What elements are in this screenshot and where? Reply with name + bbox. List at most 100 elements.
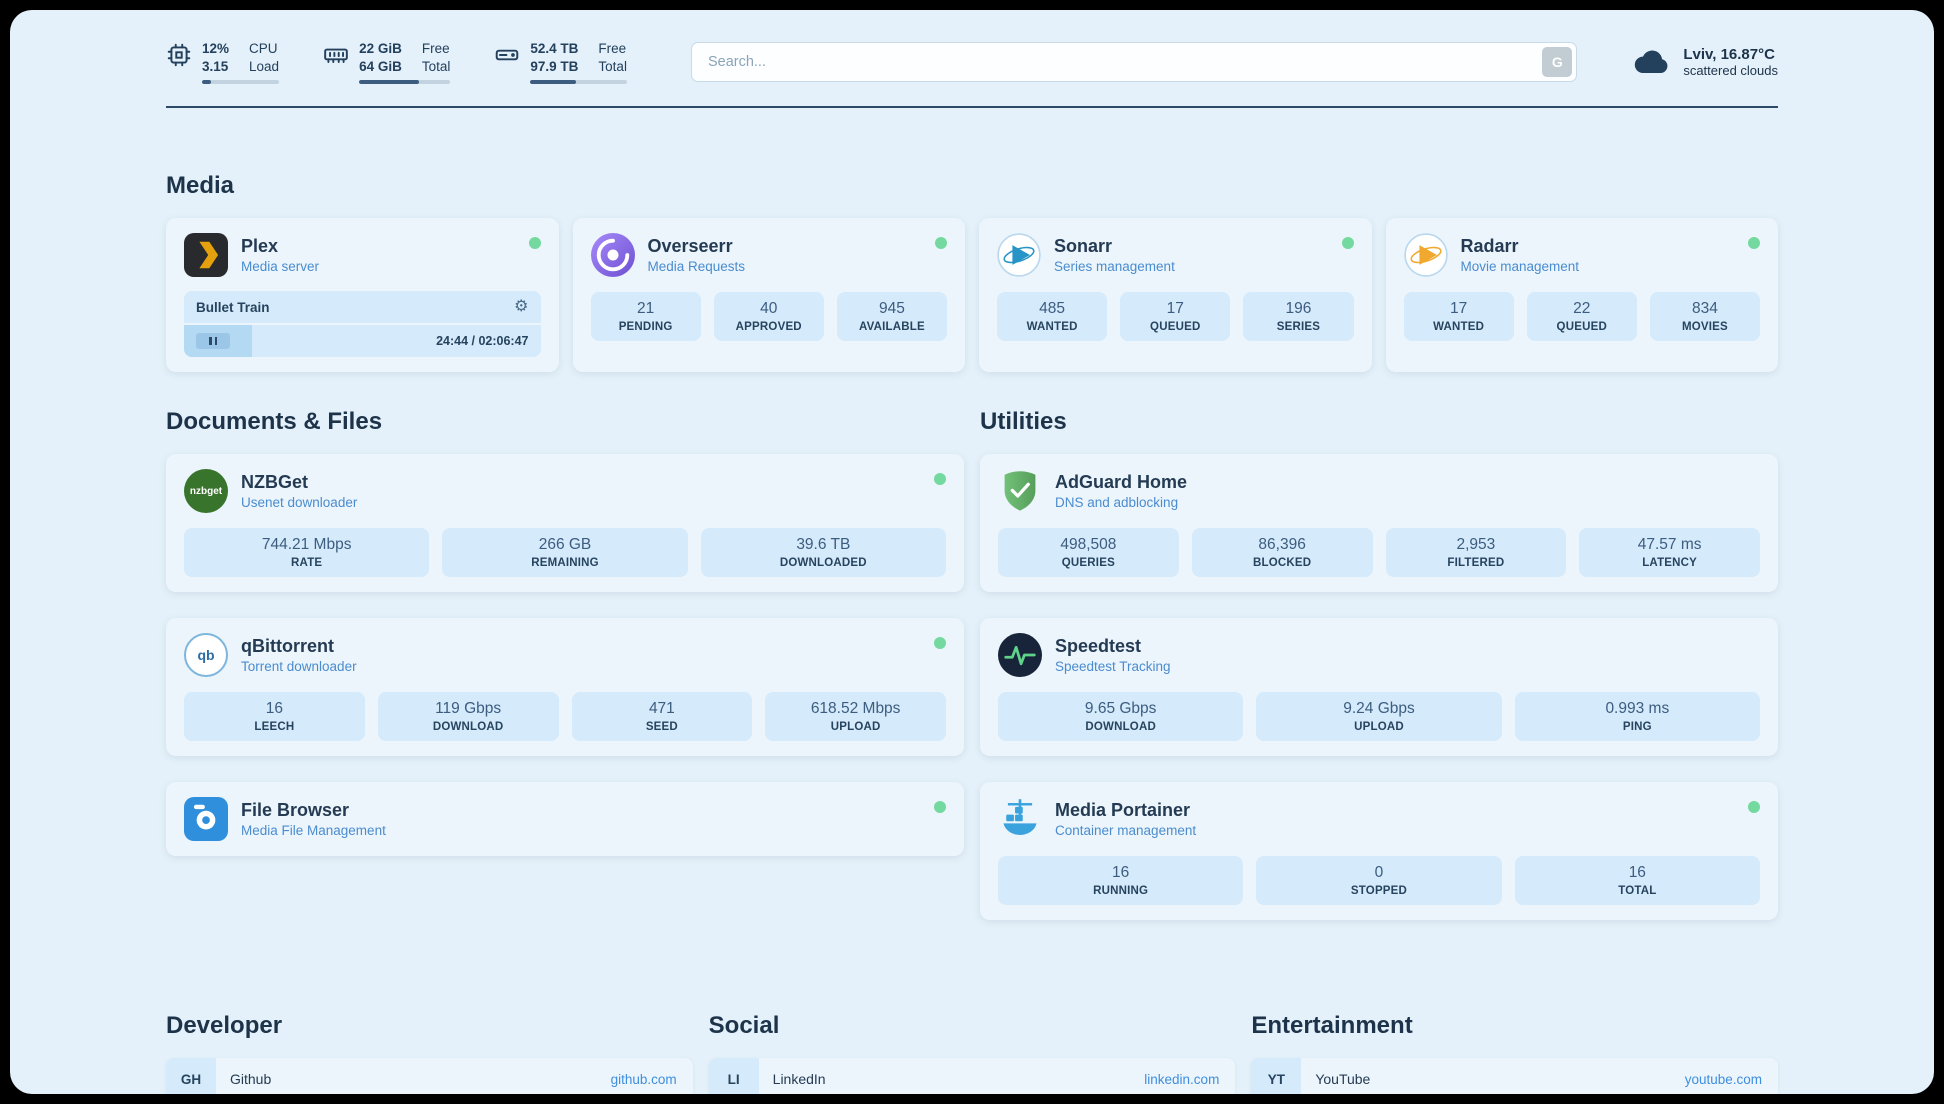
- status-online-dot: [1748, 237, 1760, 250]
- search-engine-button[interactable]: G: [1542, 47, 1573, 78]
- stat-label: REMAINING: [531, 557, 599, 570]
- radarr-icon: [1403, 233, 1448, 277]
- ram-free: 22 GiB: [359, 41, 402, 56]
- stat-label: DOWNLOAD: [1085, 721, 1156, 734]
- card-qbittorrent[interactable]: qb qBittorrent Torrent downloader 16 LEE…: [166, 618, 964, 757]
- bookmark-linkedin[interactable]: LI LinkedIn linkedin.com: [708, 1058, 1236, 1094]
- cpu-label-1: CPU: [249, 41, 278, 56]
- stat-label: PENDING: [618, 321, 673, 334]
- cpu-usage: 12%: [202, 41, 230, 56]
- bookmark-abbr: GH: [166, 1058, 216, 1094]
- stat-label: BLOCKED: [1252, 557, 1312, 570]
- card-portainer[interactable]: Media Portainer Container management 16 …: [980, 782, 1778, 921]
- entertainment-column: Entertainment YT YouTube youtube.com NF …: [1251, 1012, 1778, 1094]
- stat-label: PING: [1622, 721, 1652, 734]
- stat-box: 9.65 Gbps DOWNLOAD: [998, 692, 1244, 742]
- gear-icon[interactable]: ⚙: [514, 298, 529, 316]
- stat-box: 9.24 Gbps UPLOAD: [1256, 692, 1502, 742]
- now-playing-title: Bullet Train: [196, 299, 270, 315]
- stat-value: 2,953: [1456, 536, 1496, 554]
- header-divider: [166, 106, 1778, 109]
- stat-value: 196: [1285, 300, 1312, 318]
- service-subtitle: Speedtest Tracking: [1055, 659, 1171, 675]
- card-nzbget[interactable]: nzbget NZBGet Usenet downloader 744.21 M…: [166, 454, 964, 593]
- stat-box: 17 WANTED: [1403, 292, 1514, 342]
- stat-label: STOPPED: [1350, 885, 1408, 898]
- stat-value: 744.21 Mbps: [261, 536, 352, 554]
- service-title: AdGuard Home: [1055, 472, 1188, 493]
- service-subtitle: Media File Management: [241, 823, 386, 839]
- stat-value: 47.57 ms: [1637, 536, 1702, 554]
- stat-label: AVAILABLE: [858, 321, 925, 334]
- stat-value: 86,396: [1258, 536, 1306, 554]
- nzbget-icon: nzbget: [184, 469, 228, 514]
- service-title: Plex: [241, 236, 279, 257]
- bookmark-github[interactable]: GH Github github.com: [166, 1058, 693, 1094]
- card-filebrowser[interactable]: File Browser Media File Management: [166, 782, 964, 857]
- stat-label: WANTED: [1433, 321, 1485, 334]
- weather-condition: scattered clouds: [1683, 63, 1778, 79]
- status-online-dot: [935, 237, 947, 250]
- bookmark-abbr: YT: [1251, 1058, 1302, 1094]
- status-online-dot: [934, 801, 946, 814]
- stat-value: 40: [760, 300, 778, 318]
- card-speedtest[interactable]: Speedtest Speedtest Tracking 9.65 Gbps D…: [980, 618, 1778, 757]
- disk-label-2: Total: [598, 58, 627, 74]
- dashboard: 12% 3.15 CPU Load: [10, 10, 1934, 1094]
- stat-box: 471 SEED: [571, 692, 753, 742]
- stat-value: 618.52 Mbps: [810, 700, 901, 718]
- stat-value: 39.6 TB: [796, 536, 851, 554]
- search-bar: G: [690, 42, 1578, 83]
- stat-box: 945 AVAILABLE: [836, 292, 948, 342]
- stat-box: 744.21 Mbps RATE: [184, 528, 430, 578]
- card-sonarr[interactable]: Sonarr Series management 485 WANTED 17 Q…: [979, 218, 1372, 373]
- section-title-entertainment: Entertainment: [1251, 1012, 1413, 1040]
- service-subtitle: Container management: [1055, 823, 1197, 839]
- stat-value: 834: [1691, 300, 1718, 318]
- stat-value: 17: [1166, 300, 1184, 318]
- top-bar: 12% 3.15 CPU Load: [166, 40, 1778, 85]
- playback-time: 24:44 / 02:06:47: [436, 334, 529, 349]
- cpu-icon: [166, 42, 192, 68]
- card-plex[interactable]: Plex Media server Bullet Train ⚙ 24:44 /…: [166, 218, 559, 373]
- weather-widget: Lviv, 16.87°C scattered clouds: [1633, 46, 1778, 78]
- stat-box: 40 APPROVED: [713, 292, 824, 342]
- bookmark-name: Github: [230, 1071, 272, 1088]
- status-online-dot: [1341, 237, 1354, 250]
- search-input[interactable]: [690, 42, 1578, 83]
- ram-progress: [359, 80, 451, 85]
- stat-box: 21 PENDING: [590, 292, 701, 342]
- stat-label: UPLOAD: [830, 721, 881, 734]
- stat-label: DOWNLOAD: [432, 721, 504, 734]
- service-subtitle: Media server: [241, 259, 320, 275]
- service-title: Media Portainer: [1055, 800, 1191, 821]
- playback-progress: 24:44 / 02:06:47: [184, 325, 541, 358]
- stat-value: 0.993 ms: [1605, 700, 1670, 718]
- stat-value: 471: [648, 700, 675, 718]
- stat-box: 2,953 FILTERED: [1385, 528, 1567, 578]
- card-adguard[interactable]: AdGuard Home DNS and adblocking 498,508 …: [980, 454, 1778, 593]
- stat-label: LATENCY: [1642, 557, 1698, 570]
- bookmark-name: YouTube: [1315, 1071, 1371, 1088]
- section-title-social: Social: [708, 1012, 780, 1040]
- card-radarr[interactable]: Radarr Movie management 17 WANTED 22 QUE…: [1385, 218, 1778, 373]
- stat-value: 16: [1628, 864, 1646, 882]
- stat-box: 47.57 ms LATENCY: [1579, 528, 1760, 578]
- stat-value: 21: [636, 300, 655, 318]
- card-overseerr[interactable]: Overseerr Media Requests 21 PENDING 40 A…: [572, 218, 965, 373]
- service-subtitle: Series management: [1054, 259, 1175, 275]
- cloud-icon: [1633, 47, 1671, 77]
- pause-button[interactable]: [196, 333, 230, 350]
- section-title-media: Media: [166, 172, 235, 200]
- stat-box: 86,396 BLOCKED: [1191, 528, 1373, 578]
- bookmark-youtube[interactable]: YT YouTube youtube.com: [1251, 1058, 1778, 1094]
- stat-label: UPLOAD: [1354, 721, 1404, 734]
- service-title: Overseerr: [647, 236, 733, 257]
- utilities-column: Utilities AdGuard Home: [980, 408, 1778, 946]
- stat-value: 485: [1039, 300, 1066, 318]
- stat-label: QUERIES: [1061, 557, 1115, 570]
- stat-box: 119 Gbps DOWNLOAD: [377, 692, 559, 742]
- status-online-dot: [934, 473, 946, 486]
- stat-label: QUEUED: [1150, 321, 1201, 334]
- stat-value: 945: [878, 300, 905, 318]
